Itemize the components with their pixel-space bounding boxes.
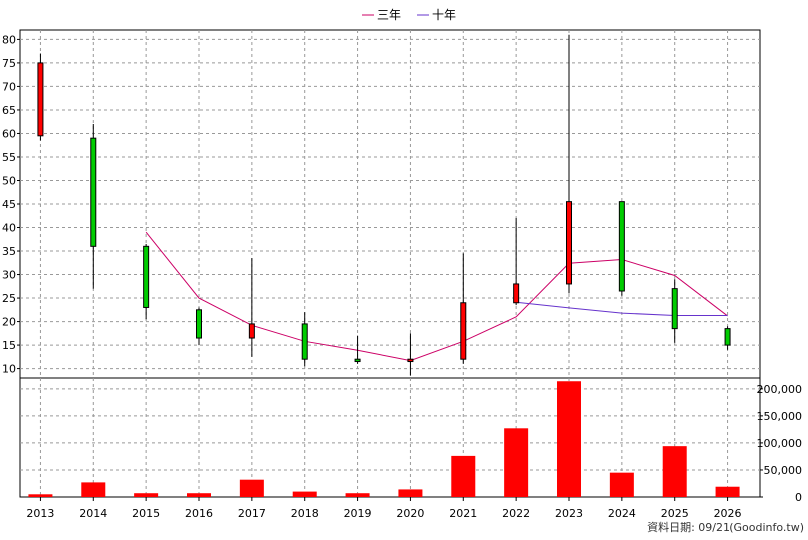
price-tick-label: 60: [2, 127, 16, 140]
candle: [724, 326, 731, 350]
candle: [143, 243, 150, 320]
candlestick-series: [37, 34, 731, 376]
candle-body: [37, 62, 44, 137]
candle: [407, 333, 414, 376]
candle: [566, 34, 572, 294]
volume-bar: [451, 455, 476, 497]
candle-body: [90, 137, 97, 247]
price-tick-label: 70: [2, 80, 16, 93]
x-tick-label: 2022: [502, 507, 530, 520]
volume-tick-label: 100,000: [757, 437, 803, 450]
volume-tick-label: 50,000: [764, 464, 803, 477]
x-tick-label: 2021: [449, 507, 477, 520]
volume-bar: [345, 493, 370, 497]
candle-body: [143, 245, 150, 308]
candle-body: [513, 283, 520, 304]
volume-bar: [398, 489, 423, 497]
candle: [354, 335, 361, 364]
volume-bar: [609, 472, 634, 497]
candle-body: [354, 358, 361, 363]
x-tick-label: 2025: [661, 507, 689, 520]
ma-line-0: [145, 231, 728, 362]
candle: [301, 312, 308, 367]
candle: [460, 253, 467, 364]
x-tick-label: 2026: [714, 507, 742, 520]
volume-bar: [715, 486, 740, 497]
price-tick-label: 45: [2, 198, 16, 211]
volume-bar: [557, 381, 581, 497]
volume-bar: [81, 482, 106, 497]
candle-body: [671, 288, 678, 330]
candle: [90, 124, 97, 289]
candle: [671, 279, 678, 343]
x-tick-label: 2016: [185, 507, 213, 520]
volume-bar: [662, 446, 687, 497]
price-tick-label: 80: [2, 33, 16, 46]
candle-body: [248, 323, 255, 339]
volume-grid: [20, 378, 760, 497]
price-tick-label: 50: [2, 174, 16, 187]
candle-body: [566, 201, 572, 285]
price-tick-label: 25: [2, 292, 16, 305]
candle-body: [196, 309, 202, 339]
ma-line-1: [516, 301, 728, 316]
price-tick-label: 20: [2, 316, 16, 329]
candle: [248, 258, 255, 357]
volume-bar: [28, 494, 53, 497]
legend-label-0: 三年: [377, 8, 401, 22]
volume-tick-label: 150,000: [757, 410, 803, 423]
price-tick-label: 10: [2, 363, 16, 376]
legend-label-1: 十年: [432, 8, 456, 22]
volume-bar-series: [28, 381, 740, 497]
volume-tick-label: 0: [795, 491, 802, 504]
volume-bar: [292, 491, 317, 497]
x-tick-label: 2019: [344, 507, 372, 520]
price-tick-label: 40: [2, 222, 16, 235]
volume-plot-area: [19, 377, 761, 498]
volume-bar: [187, 493, 211, 497]
x-tick-label: 2017: [238, 507, 266, 520]
candle: [618, 201, 625, 296]
candle-body: [724, 328, 731, 346]
candle-body: [460, 302, 467, 360]
volume-bar: [134, 493, 159, 497]
price-tick-label: 75: [2, 57, 16, 70]
x-tick-label: 2014: [79, 507, 107, 520]
x-axis: 2013 2014 2015 2016 2017 2018 2019 2020 2021 2022…: [26, 497, 742, 520]
price-tick-label: 55: [2, 151, 16, 164]
volume-panel: [19, 377, 761, 498]
candle: [513, 218, 520, 306]
footer-source: (Goodinfo.tw): [729, 521, 804, 534]
volume-bar: [504, 428, 529, 497]
candle-body: [618, 201, 625, 292]
x-tick-label: 2015: [132, 507, 160, 520]
volume-tick-label: 200,000: [757, 383, 803, 396]
candle-body: [301, 323, 308, 360]
volume-bar: [239, 479, 264, 497]
price-tick-label: 30: [2, 269, 16, 282]
price-y-axis: 10 15 20 25 30 35 40 45 50 55 60 65 70 75 80: [2, 33, 20, 376]
x-tick-label: 2018: [291, 507, 319, 520]
x-tick-label: 2020: [396, 507, 424, 520]
chart-legend: 三年 十年: [362, 8, 456, 22]
moving-average-lines: [145, 231, 728, 362]
x-tick-label: 2023: [555, 507, 583, 520]
price-tick-label: 15: [2, 339, 16, 352]
candle: [37, 53, 44, 141]
candle-body: [407, 358, 414, 363]
x-tick-label: 2013: [26, 507, 54, 520]
price-tick-label: 65: [2, 104, 16, 117]
x-tick-label: 2024: [608, 507, 636, 520]
candle: [196, 307, 202, 346]
price-tick-label: 35: [2, 245, 16, 258]
volume-y-axis: 0 50,000 100,000 150,000 200,000: [757, 383, 803, 504]
footer-date: 資料日期: 09/21: [647, 520, 730, 534]
